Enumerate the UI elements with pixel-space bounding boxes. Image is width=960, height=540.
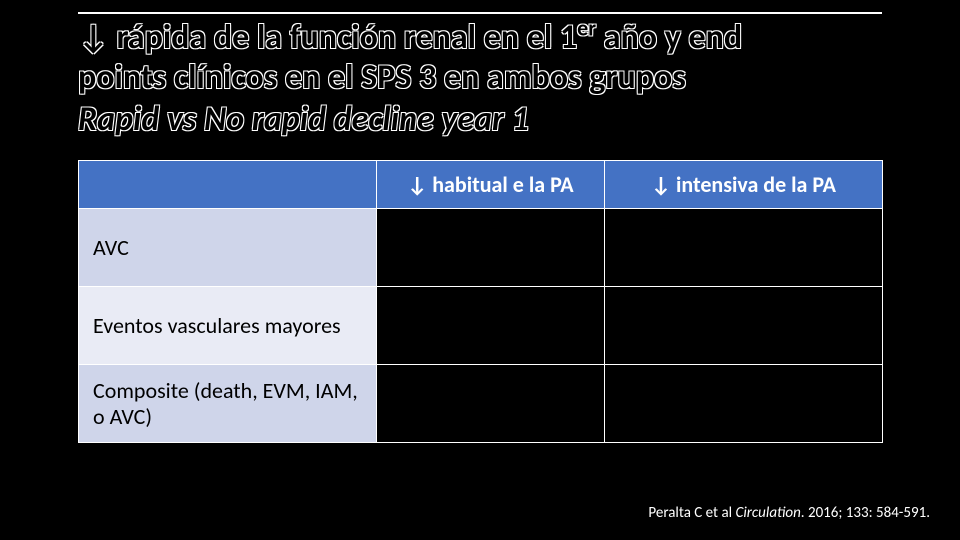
table-row: Composite (death, EVM, IAM, o AVC): [79, 365, 883, 443]
row-data-a: [377, 287, 605, 365]
citation-rest: . 2016; 133: 584-591.: [801, 504, 930, 522]
title-line-2: points clínicos en el SPS 3 en ambos gru…: [78, 58, 888, 98]
header-blank: [79, 161, 377, 209]
row-label: AVC: [79, 209, 377, 287]
title-line1-post: año y end: [596, 17, 742, 58]
row-label: Eventos vasculares mayores: [79, 287, 377, 365]
table-header-row: ↓ habitual e la PA ↓ intensiva de la PA: [79, 161, 883, 209]
title-line-3: Rapid vs No rapid decline year 1: [78, 100, 888, 140]
row-data-b: [605, 209, 883, 287]
title-line1-pre: ↓ rápida de la función renal en el 1: [78, 17, 577, 58]
title-top-rule: [78, 12, 882, 14]
title-line-1: ↓ rápida de la función renal en el 1er a…: [78, 18, 888, 58]
results-table: ↓ habitual e la PA ↓ intensiva de la PA …: [78, 160, 883, 443]
title-block: ↓ rápida de la función renal en el 1er a…: [78, 18, 888, 140]
header-col-a: ↓ habitual e la PA: [377, 161, 605, 209]
title-superscript: er: [577, 15, 596, 42]
table-row: Eventos vasculares mayores: [79, 287, 883, 365]
row-data-b: [605, 365, 883, 443]
header-col-b: ↓ intensiva de la PA: [605, 161, 883, 209]
row-label: Composite (death, EVM, IAM, o AVC): [79, 365, 377, 443]
row-data-a: [377, 365, 605, 443]
slide: ↓ rápida de la función renal en el 1er a…: [0, 0, 960, 540]
citation-authors: Peralta C et al: [648, 504, 735, 522]
citation: Peralta C et al Circulation. 2016; 133: …: [648, 504, 930, 522]
row-data-a: [377, 209, 605, 287]
citation-journal: Circulation: [736, 504, 801, 522]
table-row: AVC: [79, 209, 883, 287]
row-data-b: [605, 287, 883, 365]
